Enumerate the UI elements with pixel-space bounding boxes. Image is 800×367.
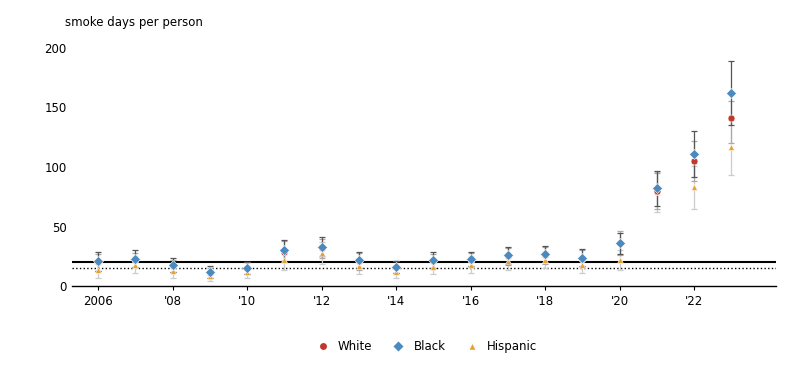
Line: Hispanic: Hispanic [94, 143, 734, 279]
Black [205, 270, 214, 274]
Hispanic [130, 263, 140, 267]
White [279, 250, 289, 254]
Black [391, 265, 401, 269]
Hispanic [652, 190, 662, 194]
White [614, 241, 624, 246]
Black [130, 257, 140, 261]
Hispanic [391, 270, 401, 274]
Black [317, 245, 326, 249]
White [242, 266, 252, 270]
White [130, 258, 140, 262]
White [466, 258, 475, 262]
Hispanic [540, 258, 550, 262]
Hispanic [466, 263, 475, 267]
White [354, 259, 364, 264]
White [652, 189, 662, 193]
Legend: White, Black, Hispanic: White, Black, Hispanic [306, 335, 542, 357]
Hispanic [726, 145, 736, 149]
Black [94, 259, 103, 264]
White [726, 116, 736, 120]
Black [690, 152, 699, 156]
Black [466, 257, 475, 261]
White [168, 264, 178, 268]
Black [242, 266, 252, 270]
Hispanic [279, 258, 289, 262]
White [391, 265, 401, 269]
Hispanic [168, 269, 178, 273]
White [317, 246, 326, 250]
Black [726, 91, 736, 95]
Black [540, 252, 550, 256]
Black [429, 258, 438, 262]
Hispanic [94, 267, 103, 272]
White [690, 159, 699, 163]
Hispanic [242, 270, 252, 274]
White [578, 257, 587, 261]
Hispanic [690, 185, 699, 189]
White [540, 253, 550, 258]
White [429, 259, 438, 264]
Black [354, 258, 364, 262]
Hispanic [354, 264, 364, 268]
Line: Black: Black [94, 90, 734, 275]
White [94, 260, 103, 265]
Line: White: White [94, 115, 734, 277]
Hispanic [614, 258, 624, 262]
Hispanic [317, 251, 326, 255]
Hispanic [205, 273, 214, 278]
White [503, 254, 513, 259]
Hispanic [429, 265, 438, 269]
Text: smoke days per person: smoke days per person [65, 16, 203, 29]
Hispanic [503, 259, 513, 264]
Black [503, 253, 513, 258]
Hispanic [578, 263, 587, 267]
Black [652, 186, 662, 191]
White [205, 271, 214, 275]
Black [578, 255, 587, 260]
Black [614, 241, 624, 246]
Black [168, 263, 178, 267]
Black [279, 248, 289, 253]
